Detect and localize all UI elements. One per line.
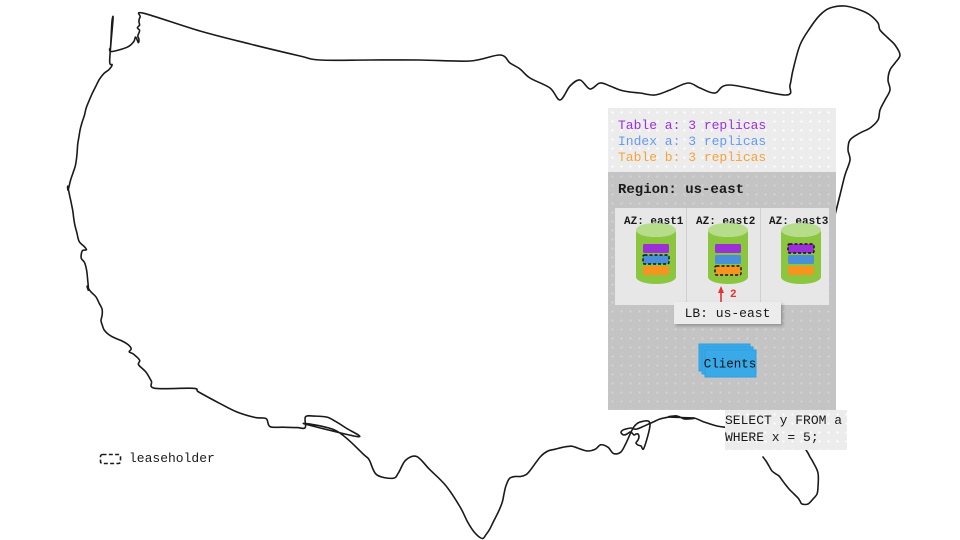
- svg-text:Clients: Clients: [704, 357, 757, 371]
